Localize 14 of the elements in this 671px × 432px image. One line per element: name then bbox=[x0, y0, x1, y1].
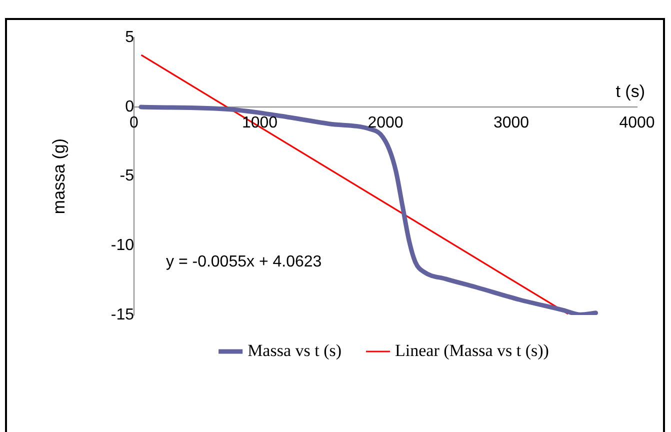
line-series bbox=[138, 104, 598, 315]
x-axis-title: t (s) bbox=[616, 82, 645, 102]
x-tick-label: 2000 bbox=[368, 114, 404, 132]
y-tick-label: -10 bbox=[110, 237, 134, 254]
y-tick-label: 0 bbox=[125, 98, 134, 116]
y-tick-label: -5 bbox=[120, 168, 134, 185]
annotation: y = -0.0055x + 4.0623 bbox=[166, 254, 322, 271]
x-tick-label: 4000 bbox=[619, 114, 655, 132]
y-tick-label: -15 bbox=[110, 306, 134, 324]
legend-label: Linear (Massa vs t (s)) bbox=[395, 340, 549, 360]
legend-label: Massa vs t (s) bbox=[248, 340, 342, 360]
y-tick-label: 5 bbox=[125, 29, 134, 46]
y-axis-title: massa (g) bbox=[50, 138, 69, 214]
x-tick-label: 3000 bbox=[493, 114, 530, 132]
